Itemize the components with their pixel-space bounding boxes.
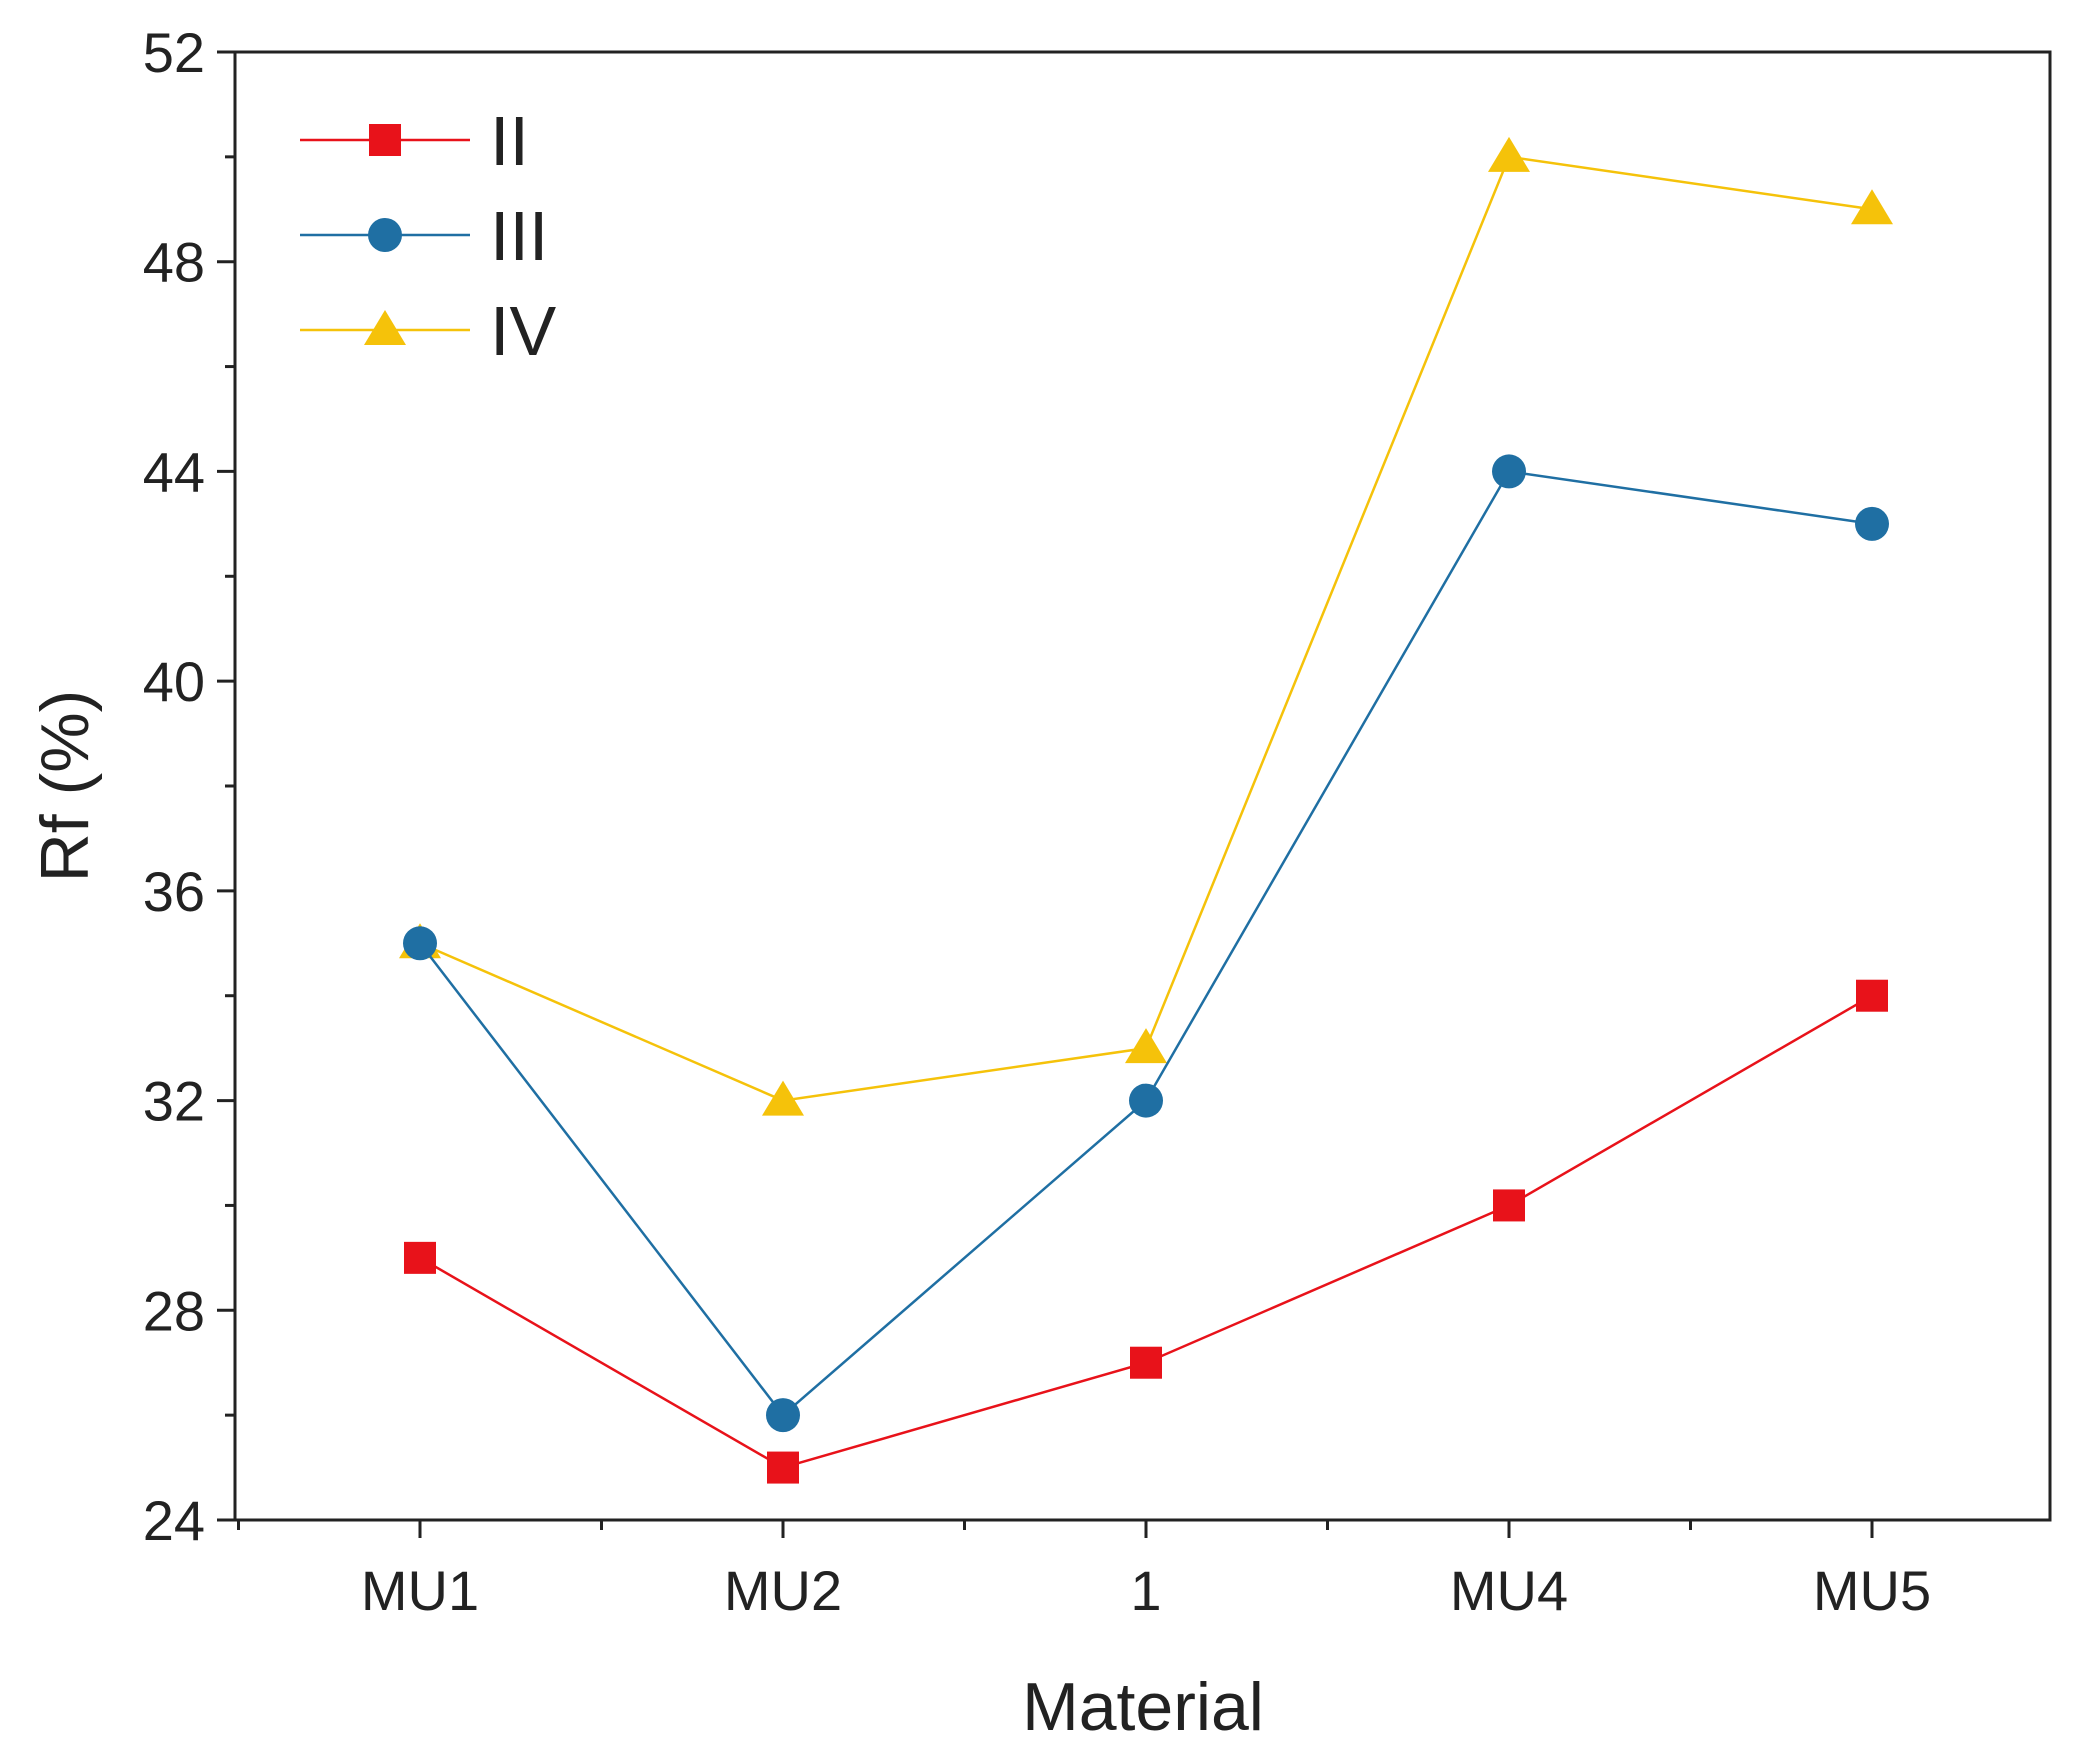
y-tick-label: 48 [143, 231, 205, 294]
data-point [1130, 1346, 1162, 1379]
x-tick-label: MU4 [1450, 1559, 1568, 1622]
legend-item: IV [300, 292, 556, 370]
data-point [404, 1241, 436, 1274]
series-IV [399, 136, 1893, 1116]
data-point [1493, 1189, 1525, 1222]
data-point [1856, 979, 1888, 1012]
y-tick-label: 40 [143, 650, 205, 713]
y-tick-label: 28 [143, 1279, 205, 1342]
x-axis-title: Material [1022, 1669, 1264, 1745]
x-axis: MU1 MU2 1 MU4 MU5 [237, 1520, 1931, 1622]
data-point [1488, 136, 1530, 172]
data-point [767, 1451, 799, 1484]
legend-marker [369, 124, 401, 156]
legend-item: III [300, 197, 548, 275]
y-tick-label: 24 [143, 1489, 205, 1552]
data-point [1125, 1028, 1167, 1064]
x-tick-label: MU5 [1813, 1559, 1931, 1622]
series-line [419, 994, 1873, 1469]
data-point [766, 1398, 800, 1433]
y-axis-title: Rf (%) [27, 690, 103, 883]
legend-item: II [300, 102, 529, 180]
legend-label: III [490, 197, 548, 275]
legend-label: IV [490, 292, 556, 370]
y-tick-label: 36 [143, 860, 205, 923]
series-layer [399, 136, 1893, 1484]
data-point [1492, 454, 1526, 489]
series-line [419, 155, 1873, 1102]
y-tick-label: 44 [143, 440, 205, 503]
y-tick-label: 32 [143, 1070, 205, 1133]
data-point [762, 1080, 804, 1116]
data-point [403, 926, 437, 961]
legend-marker [364, 310, 406, 345]
data-point [1851, 189, 1893, 225]
series-III [403, 454, 1889, 1433]
x-tick-label: MU2 [724, 1559, 842, 1622]
data-point [1129, 1083, 1163, 1118]
y-axis: 24 28 32 36 40 44 48 52 [143, 21, 235, 1552]
x-tick-label: MU1 [361, 1559, 479, 1622]
legend-marker [368, 218, 402, 252]
series-II [404, 979, 1888, 1484]
legend-label: II [490, 102, 529, 180]
data-point [1855, 506, 1889, 541]
y-tick-label: 52 [143, 21, 205, 84]
series-line [419, 470, 1873, 1417]
x-tick-label: 1 [1130, 1559, 1161, 1622]
